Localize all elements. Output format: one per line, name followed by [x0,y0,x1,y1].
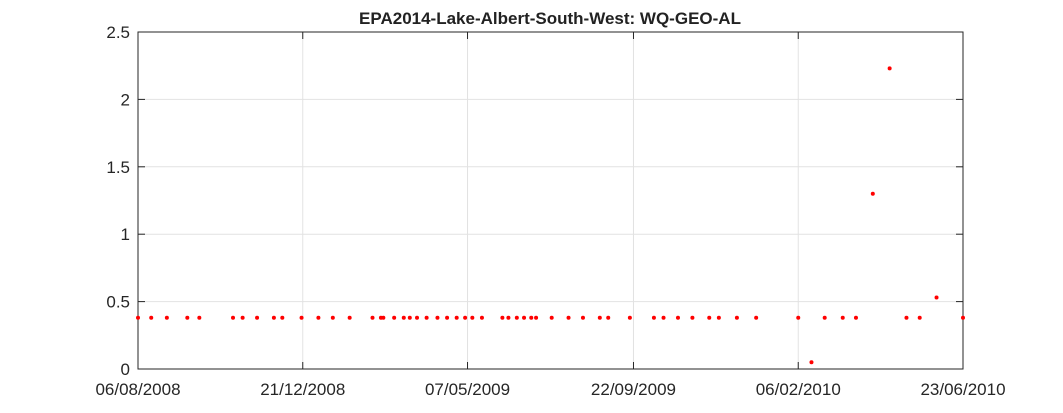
data-point [231,315,236,320]
data-point [716,315,721,320]
data-point [627,315,632,320]
x-tick-labels: 06/08/2008 21/12/2008 07/05/2009 22/09/2009… [95,380,1005,399]
data-point [136,315,140,320]
data-point [840,315,845,320]
x-tick-label: 07/05/2009 [425,380,510,399]
y-tick-label: 2.5 [106,23,130,42]
data-point [796,315,801,320]
data-point [514,315,519,320]
x-tick-label: 21/12/2008 [260,380,345,399]
tick-marks [137,31,964,370]
data-point [934,295,939,300]
data-point [549,315,554,320]
data-point [597,315,602,320]
data-point [904,315,909,320]
data-point [392,315,397,320]
data-point [280,315,285,320]
y-tick-label: 1.5 [106,158,130,177]
data-point [330,315,335,320]
data-point [917,315,922,320]
data-point [415,315,420,320]
data-points [136,66,965,365]
data-point [381,315,386,320]
data-point [887,66,892,71]
x-tick-label: 06/02/2010 [756,380,841,399]
data-point [271,315,276,320]
data-point [185,315,190,320]
y-tick-labels: 0 0.5 1 1.5 2 2.5 [106,23,130,379]
data-point [424,315,429,320]
data-point [255,315,260,320]
x-tick-label: 23/06/2010 [920,380,1005,399]
data-point [822,315,827,320]
data-point [401,315,406,320]
data-point [661,315,666,320]
data-point [606,315,611,320]
data-point [870,191,875,196]
data-point [454,315,459,320]
plot-area [138,32,963,369]
y-tick-label: 1 [121,225,130,244]
chart-title: EPA2014-Lake-Albert-South-West: WQ-GEO-A… [359,9,741,28]
data-point [707,315,712,320]
y-tick-label: 0 [121,360,130,379]
data-point [534,315,539,320]
data-point [149,315,154,320]
data-point [566,315,571,320]
data-point [347,315,352,320]
plot-frame [137,31,964,370]
data-point [651,315,656,320]
data-point [529,315,534,320]
data-point [500,315,505,320]
data-point [445,315,450,320]
data-point [197,315,202,320]
data-point [316,315,321,320]
data-point [675,315,680,320]
data-point [470,315,475,320]
data-point [299,315,304,320]
x-tick-label: 06/08/2008 [95,380,180,399]
y-tick-label: 0.5 [106,293,130,312]
data-point [734,315,739,320]
data-point [435,315,440,320]
y-tick-label: 2 [121,90,130,109]
data-point [240,315,245,320]
data-point [522,315,527,320]
data-point [961,315,965,320]
data-point [853,315,858,320]
data-point [580,315,585,320]
data-point [479,315,484,320]
data-point [754,315,759,320]
data-point [463,315,468,320]
data-point [164,315,169,320]
data-point [370,315,375,320]
data-point [407,315,412,320]
x-tick-label: 22/09/2009 [591,380,676,399]
data-point [506,315,511,320]
data-point [690,315,695,320]
data-point [809,360,814,365]
